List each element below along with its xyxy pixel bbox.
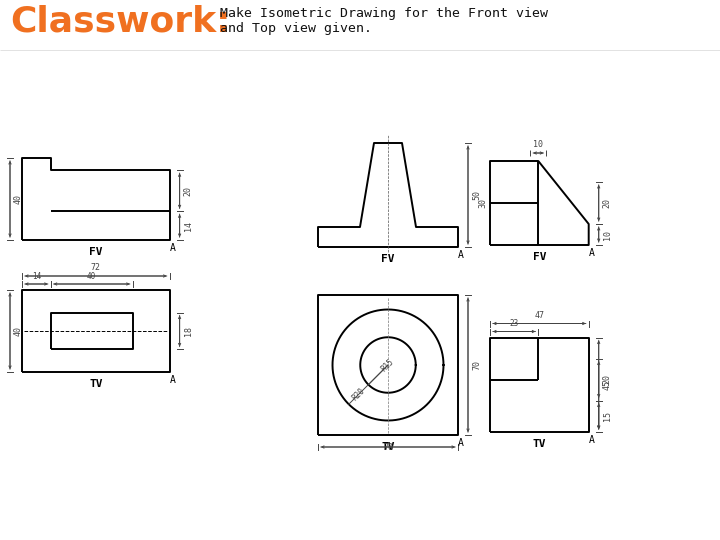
Text: FV: FV <box>89 247 102 257</box>
Text: 20: 20 <box>603 198 612 208</box>
Text: 40: 40 <box>87 272 96 281</box>
Text: 20: 20 <box>603 375 612 384</box>
Text: A: A <box>170 375 176 385</box>
Text: TV: TV <box>89 379 102 389</box>
Text: A: A <box>170 243 176 253</box>
Text: TV: TV <box>382 442 395 452</box>
Text: 14: 14 <box>32 272 41 281</box>
Text: 47: 47 <box>534 310 544 320</box>
Text: 40: 40 <box>14 326 23 336</box>
Text: 20: 20 <box>184 186 193 196</box>
Text: 70: 70 <box>383 443 393 452</box>
Text: 40: 40 <box>14 194 23 204</box>
Text: A: A <box>589 435 595 445</box>
Text: Classwork:: Classwork: <box>10 5 230 39</box>
Text: 30: 30 <box>478 198 487 208</box>
Text: 10: 10 <box>603 230 612 240</box>
Text: 50: 50 <box>472 190 481 200</box>
Text: FV: FV <box>382 254 395 264</box>
Text: 23: 23 <box>510 320 519 328</box>
Text: 72: 72 <box>91 263 101 272</box>
Text: FV: FV <box>533 252 546 262</box>
Text: 18: 18 <box>184 326 193 336</box>
Text: R15: R15 <box>379 357 395 374</box>
Text: A: A <box>589 248 595 258</box>
Text: R20: R20 <box>350 387 366 403</box>
Text: 14: 14 <box>184 221 193 231</box>
Text: Make Isometric Drawing for the Front view
and Top view given.: Make Isometric Drawing for the Front vie… <box>220 7 548 35</box>
Text: 70: 70 <box>472 360 481 370</box>
Text: 45: 45 <box>603 380 612 390</box>
Text: 10: 10 <box>534 140 544 149</box>
Text: TV: TV <box>533 439 546 449</box>
Text: 15: 15 <box>603 411 612 421</box>
Text: A: A <box>458 250 464 260</box>
Text: A: A <box>458 438 464 448</box>
